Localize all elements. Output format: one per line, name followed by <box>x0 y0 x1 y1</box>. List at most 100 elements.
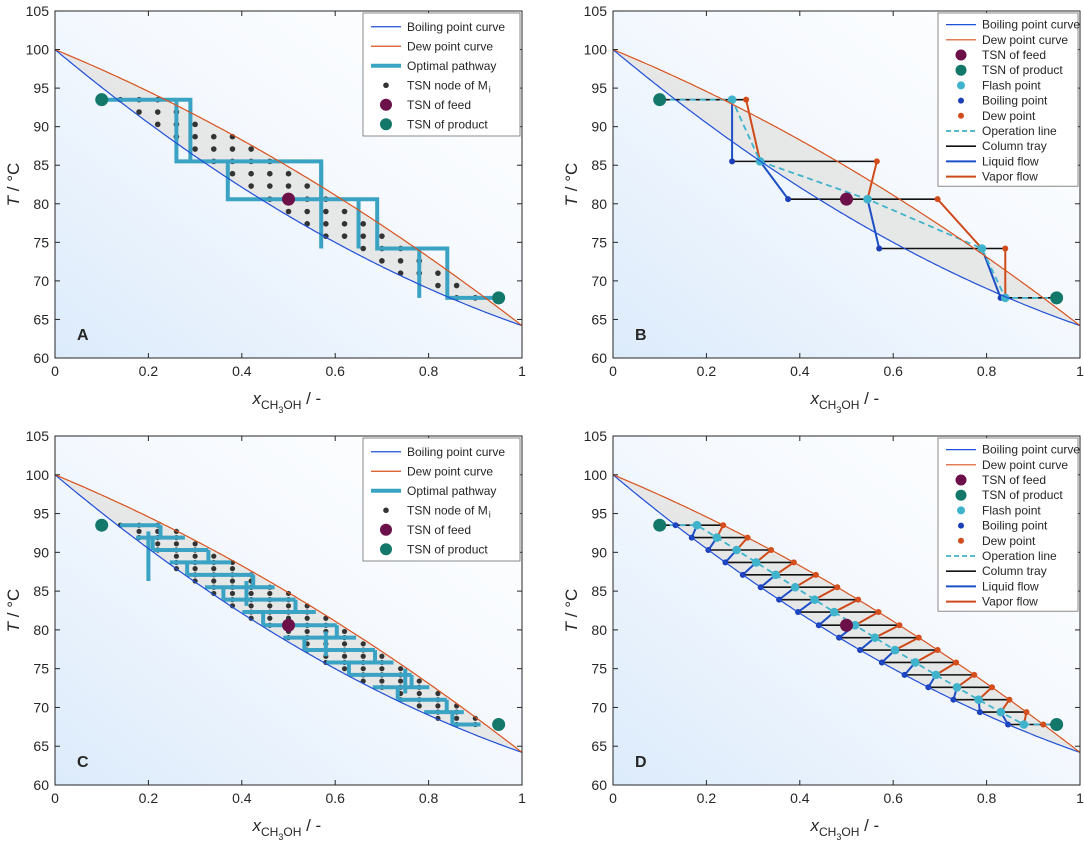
y-axis-label-tail: / °C <box>4 589 23 622</box>
panel-c: 0 0.2 0.4 0.6 0.8 1 60 65 70 75 80 85 90 95 100 105 xCH3… <box>4 428 526 842</box>
x-tick-label: 0 <box>609 363 617 379</box>
tsn-node <box>285 208 292 215</box>
tsn-node <box>136 109 142 115</box>
tsn-node <box>211 578 217 584</box>
x-tick-label: 0.8 <box>977 363 997 379</box>
vapor-flow <box>894 636 920 651</box>
dew-point-curve <box>54 474 523 753</box>
y-tick-label: 95 <box>591 80 607 96</box>
y-tick-label: 65 <box>33 311 49 327</box>
tsn-node <box>304 208 310 215</box>
legend-label: TSN of feed <box>982 473 1046 487</box>
tsn-node <box>379 666 385 672</box>
x-axis-label: xCH3OH / - <box>252 389 322 415</box>
axes-frame <box>54 435 523 786</box>
y-tick-label: 70 <box>33 273 49 289</box>
x-tick-label: 0.6 <box>325 790 345 806</box>
y-tick-label: 90 <box>591 544 607 560</box>
tsn-node <box>360 233 367 239</box>
tsn-node <box>304 628 310 635</box>
x-axis-label-tail: / - <box>859 816 879 835</box>
x-axis-label: xCH3OH / - <box>252 816 322 842</box>
boiling-point-curve <box>54 49 523 327</box>
tsn-node <box>435 282 441 289</box>
tsn-node <box>472 715 478 721</box>
flash-point-marker <box>712 533 722 542</box>
liquid-flow <box>980 248 1002 299</box>
y-tick-label: 60 <box>591 350 607 366</box>
legend-label: Liquid flow <box>982 154 1039 168</box>
legend-label: Flash point <box>982 78 1041 92</box>
x-axis-label-sub: CH <box>819 825 836 839</box>
tsn-node <box>192 566 198 572</box>
y-tick-label: 105 <box>26 3 50 19</box>
tsn-node <box>248 590 254 597</box>
x-axis-label: xCH3OH / - <box>810 816 880 842</box>
panel-a: 0 0.2 0.4 0.6 0.8 1 60 65 70 75 80 85 90 95 100 105 xCH3… <box>4 3 526 415</box>
tsn-node <box>229 170 236 177</box>
vapor-flow <box>874 624 900 639</box>
legend-label: TSN of feed <box>982 48 1046 62</box>
x-axis-label-tail: / - <box>301 389 321 408</box>
tsn-node <box>416 703 422 709</box>
y-tick-label: 100 <box>584 42 608 58</box>
flash-point-marker <box>751 558 761 567</box>
legend-swatch <box>380 543 392 556</box>
dew-point-curve <box>612 474 1081 753</box>
tsn-node <box>435 690 441 697</box>
legend-label: TSN node of Mi <box>407 503 491 519</box>
tsn-node <box>173 553 180 559</box>
legend-swatch <box>958 537 964 544</box>
y-axis-label: T / °C <box>562 589 581 633</box>
y-tick-label: 65 <box>591 738 607 754</box>
legend-label: Vapor flow <box>982 170 1038 184</box>
legend-label: TSN node of Mi <box>407 78 491 94</box>
legend-swatch <box>957 506 965 515</box>
flash-point-marker <box>732 545 741 555</box>
panel-label: B <box>635 327 647 344</box>
product-marker-start <box>95 518 109 532</box>
flash-point-marker <box>863 194 872 204</box>
x-axis-label-sub3: OH <box>283 825 301 839</box>
x-tick-label: 0.4 <box>232 363 252 379</box>
tsn-node <box>341 233 348 239</box>
y-axis-label: T / °C <box>4 163 23 207</box>
y-tick-label: 105 <box>584 3 608 19</box>
tsn-node <box>285 603 292 609</box>
tsn-node <box>154 109 161 115</box>
tsn-node <box>267 615 273 621</box>
y-tick-label: 75 <box>33 234 49 250</box>
legend-label: Dew point <box>982 534 1036 548</box>
tsn-node <box>155 541 161 547</box>
panel-label: C <box>77 754 89 771</box>
legend-label: TSN of product <box>982 488 1063 502</box>
tsn-node <box>453 282 460 289</box>
dew-point-marker <box>1002 245 1009 252</box>
legend-label: Vapor flow <box>982 595 1038 609</box>
tsn-node <box>454 715 460 721</box>
x-tick-label: 0.2 <box>139 363 159 379</box>
y-tick-label: 100 <box>26 467 50 483</box>
legend-label: Dew point curve <box>982 458 1068 472</box>
tsn-node <box>267 170 273 177</box>
legend-label: Dew point <box>982 109 1036 123</box>
boiling-point-curve <box>612 474 1081 753</box>
product-marker-start <box>653 93 667 107</box>
y-tick-label: 70 <box>33 699 49 715</box>
tsn-node <box>379 678 385 684</box>
tsn-node <box>379 653 385 659</box>
tsn-node <box>341 666 348 672</box>
tsn-node <box>341 641 348 647</box>
pathway-group <box>119 523 481 727</box>
tsn-node <box>341 208 348 215</box>
x-tick-label: 0.4 <box>790 363 810 379</box>
x-axis-label-sub3: OH <box>841 825 859 839</box>
legend-swatch <box>383 507 389 514</box>
legend-swatch <box>380 98 392 111</box>
tsn-node <box>323 221 329 227</box>
y-tick-label: 80 <box>33 196 49 212</box>
x-axis-label-main: x <box>810 389 820 408</box>
liquid-flow <box>866 198 881 249</box>
x-axis-label-tail: / - <box>859 389 879 408</box>
y-tick-label: 95 <box>33 80 49 96</box>
